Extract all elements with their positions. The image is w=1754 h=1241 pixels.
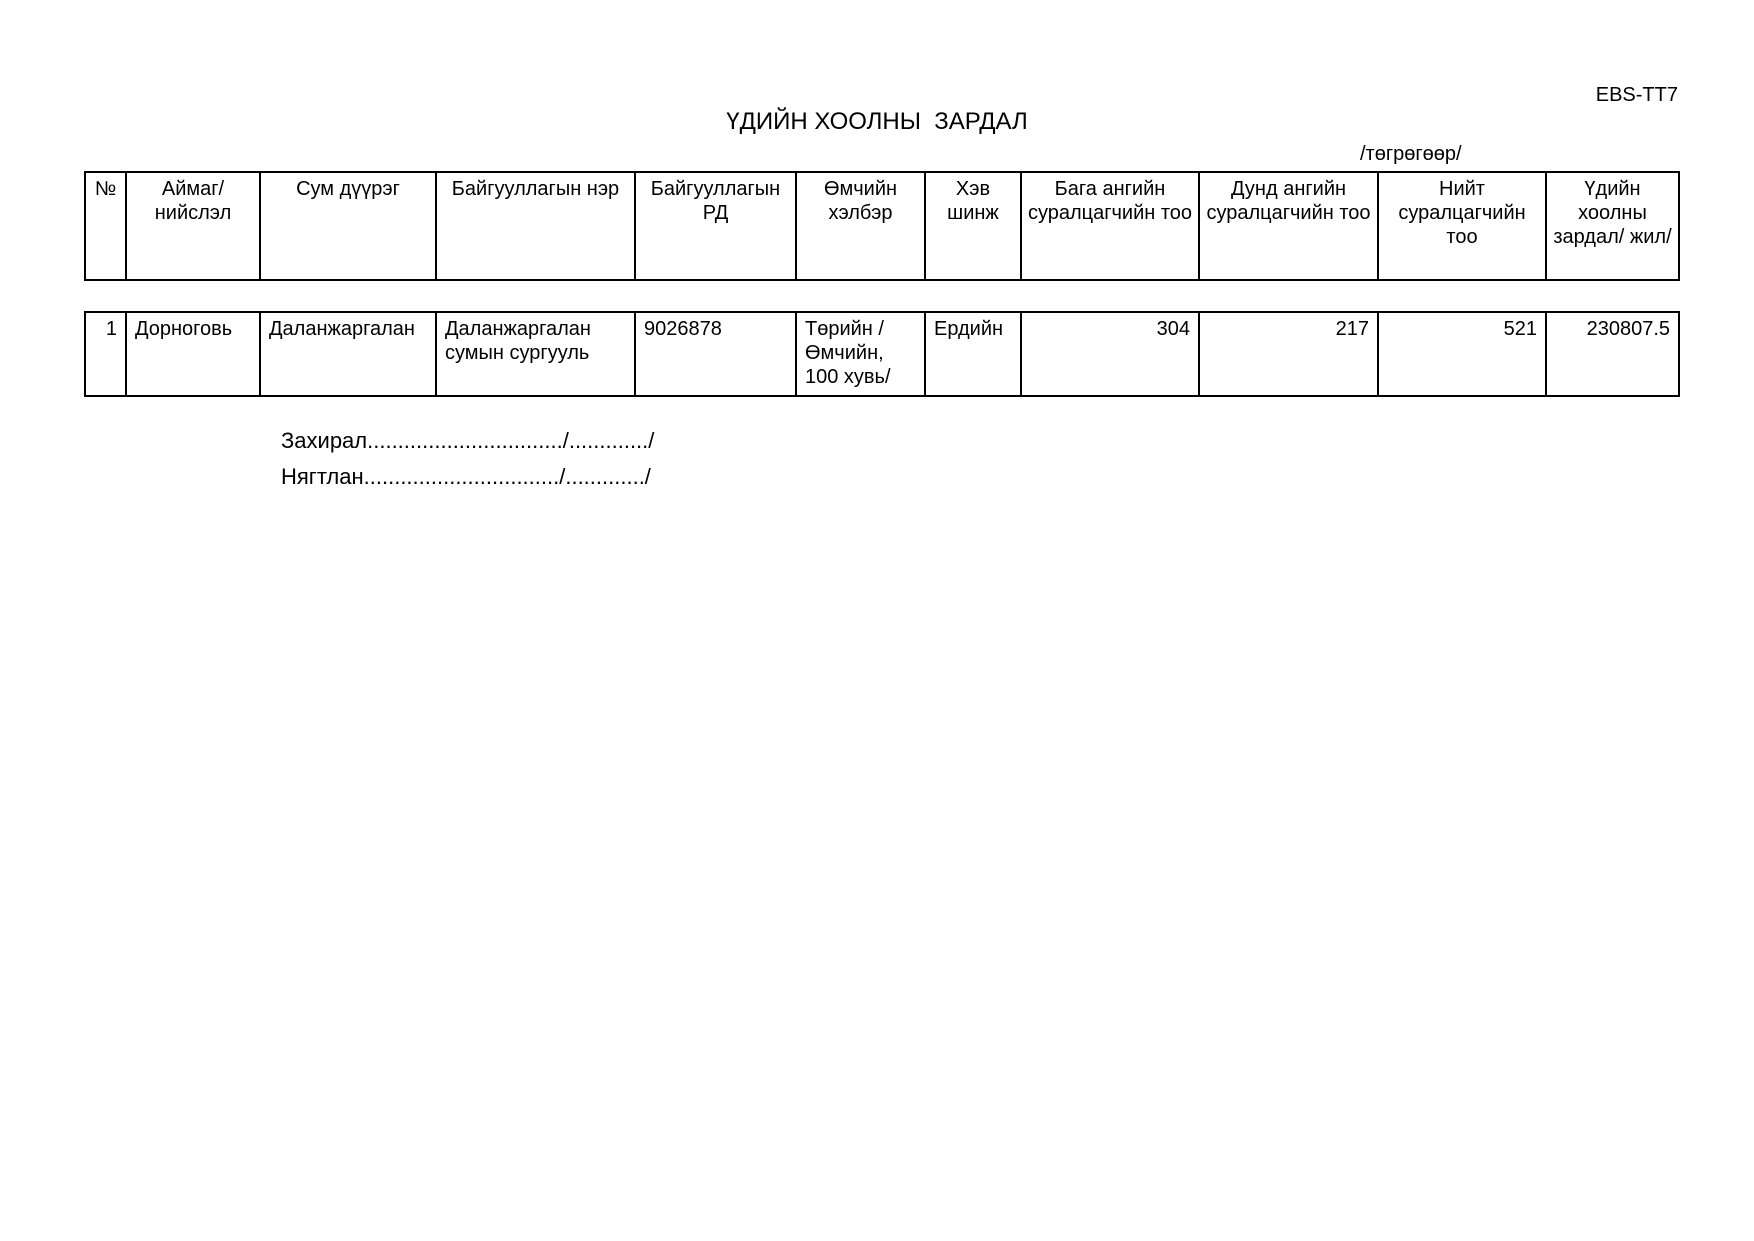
cell-sum: Даланжаргалан [259, 311, 437, 397]
data-table: 1 Дорноговь Даланжаргалан Даланжаргалан … [84, 311, 1680, 397]
cell-lunch-cost: 230807.5 [1545, 311, 1680, 397]
col-header: Сум дүүрэг [259, 171, 437, 281]
col-header: Хэв шинж [924, 171, 1022, 281]
director-signature: Захирал................................/… [281, 428, 655, 453]
table-row: 1 Дорноговь Даланжаргалан Даланжаргалан … [84, 311, 1680, 397]
cell-primary-students: 304 [1020, 311, 1200, 397]
header-row: № Аймаг/ нийслэл Сум дүүрэг Байгууллагын… [84, 171, 1680, 281]
cell-type: Ердийн [924, 311, 1022, 397]
form-code: EBS-TT7 [1595, 84, 1678, 106]
cell-ownership: Төрийн / Өмчийн, 100 хувь/ [795, 311, 926, 397]
col-header: Байгууллагын нэр [435, 171, 636, 281]
col-header: Бага ангийн суралцагчийн тоо [1020, 171, 1200, 281]
col-header: № [84, 171, 127, 281]
cell-total-students: 521 [1377, 311, 1547, 397]
col-header: Байгууллагын РД [634, 171, 797, 281]
col-header: Нийт суралцагчийн тоо [1377, 171, 1547, 281]
col-header: Үдийн хоолны зардал/ жил/ [1545, 171, 1680, 281]
accountant-signature: Нягтлан................................/… [281, 464, 651, 489]
page-title: ҮДИЙН ХООЛНЫ ЗАРДАЛ [726, 108, 1028, 135]
cell-number: 1 [84, 311, 127, 397]
cell-org-name: Даланжаргалан сумын сургууль [435, 311, 636, 397]
unit-label: /төгрөгөөр/ [1360, 143, 1462, 165]
table-header: № Аймаг/ нийслэл Сум дүүрэг Байгууллагын… [84, 171, 1680, 281]
cell-aimag: Дорноговь [125, 311, 261, 397]
col-header: Өмчийн хэлбэр [795, 171, 926, 281]
col-header: Дунд ангийн суралцагчийн тоо [1198, 171, 1379, 281]
cell-secondary-students: 217 [1198, 311, 1379, 397]
col-header: Аймаг/ нийслэл [125, 171, 261, 281]
cell-org-id: 9026878 [634, 311, 797, 397]
